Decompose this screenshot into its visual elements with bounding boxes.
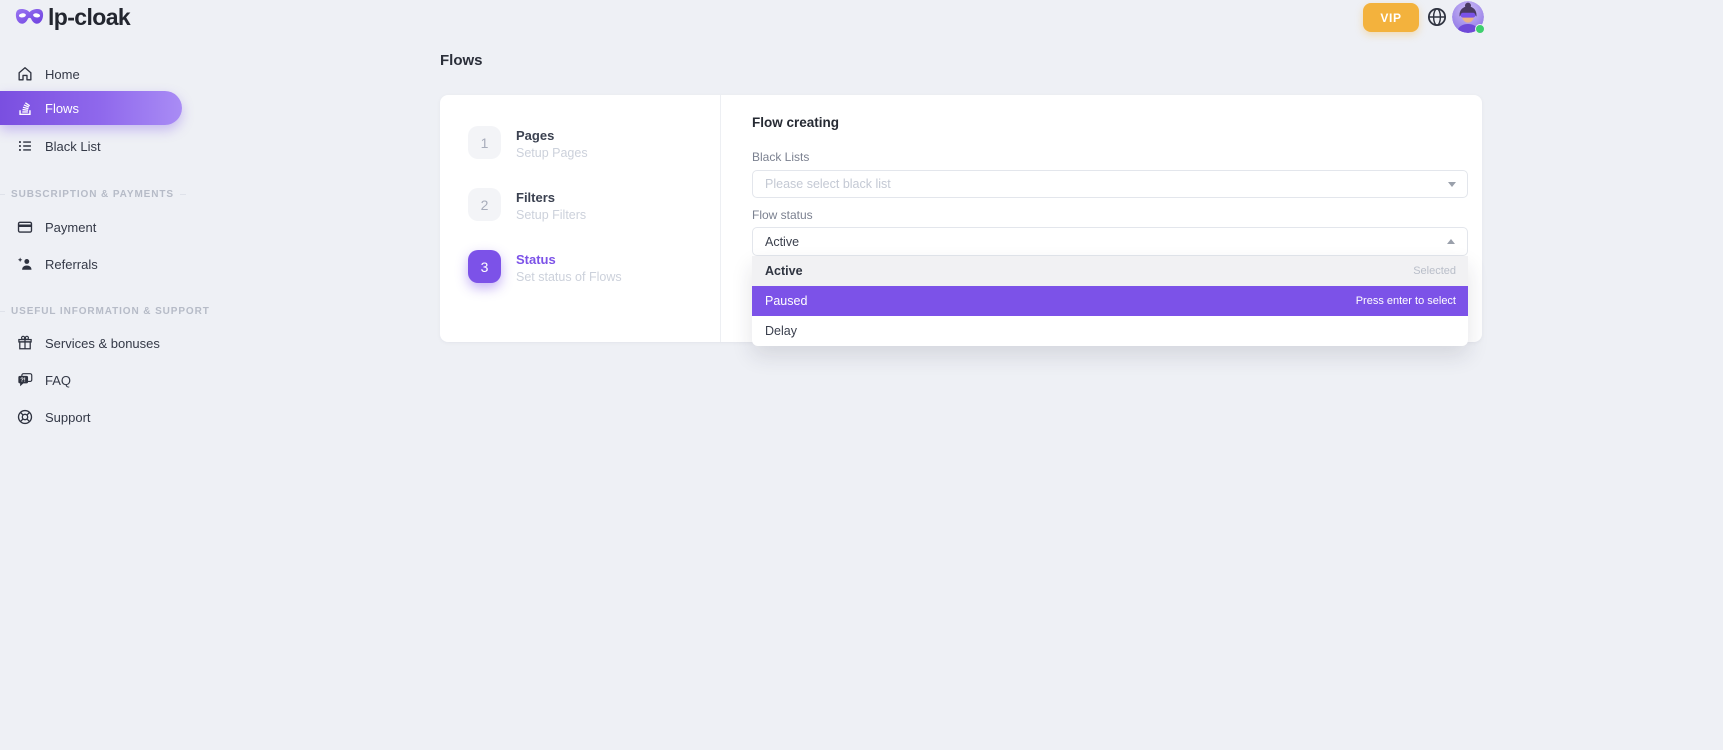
- globe-icon[interactable]: [1426, 6, 1448, 28]
- step-badge-2: 2: [468, 188, 501, 221]
- step-filters[interactable]: Filters Setup Filters: [516, 190, 586, 222]
- option-label: Paused: [765, 294, 808, 308]
- step-status[interactable]: Status Set status of Flows: [516, 252, 622, 284]
- lifebuoy-icon: [17, 409, 33, 425]
- step-title: Filters: [516, 190, 556, 205]
- faq-bubble-icon: ?!: [18, 373, 33, 387]
- sidebar-item-label: Payment: [45, 219, 97, 235]
- sidebar-item-label: FAQ: [45, 372, 72, 388]
- gift-icon: [18, 335, 32, 350]
- stack-icon: [19, 102, 31, 116]
- section-header-label: Subscription & Payments: [11, 188, 174, 200]
- black-lists-select[interactable]: [752, 170, 1468, 198]
- sidebar-item-support[interactable]: Support: [0, 401, 200, 433]
- option-label: Active: [765, 264, 803, 278]
- flow-creating-card: 1 Pages Setup Pages 2 Filters Setup Filt…: [440, 95, 1482, 346]
- section-header-label: Useful information & support: [11, 305, 210, 317]
- option-active[interactable]: Active Selected: [752, 256, 1468, 286]
- sidebar-item-referrals[interactable]: Referrals: [0, 248, 200, 280]
- step-subtitle: Setup Pages: [516, 146, 588, 160]
- step-title: Status: [516, 252, 556, 267]
- sidebar-item-payment[interactable]: Payment: [0, 211, 200, 243]
- sidebar-item-label: Home: [45, 66, 80, 82]
- sidebar-item-label: Services & bonuses: [45, 335, 160, 351]
- option-paused[interactable]: Paused Press enter to select: [752, 286, 1468, 316]
- step-title: Pages: [516, 128, 555, 143]
- app-title: lp-cloak: [48, 4, 131, 30]
- step-subtitle: Setup Filters: [516, 208, 587, 222]
- flow-status-dropdown: Active Selected Paused Press enter to se…: [752, 256, 1468, 346]
- option-hint: Press enter to select: [1355, 295, 1456, 307]
- sidebar-item-flows[interactable]: Flows: [0, 91, 182, 125]
- sidebar-section-header: Subscription & Payments: [0, 187, 186, 201]
- option-delay[interactable]: Delay: [752, 316, 1468, 346]
- sidebar-item-services-bonuses[interactable]: Services & bonuses: [0, 327, 200, 359]
- sidebar-item-label: Support: [45, 409, 91, 425]
- flow-status-value: Active: [765, 234, 800, 249]
- step-subtitle: Set status of Flows: [516, 270, 622, 284]
- step-pages[interactable]: Pages Setup Pages: [516, 128, 588, 160]
- svg-text:?!: ?!: [20, 378, 26, 384]
- list-icon: [19, 141, 31, 151]
- vip-button[interactable]: VIP: [1363, 3, 1419, 32]
- sidebar-item-faq[interactable]: ?! FAQ: [0, 364, 200, 396]
- sidebar-item-label: Flows: [45, 100, 79, 116]
- sidebar-item-home[interactable]: Home: [0, 58, 200, 90]
- card-divider: [720, 95, 721, 342]
- credit-card-icon: [17, 221, 33, 233]
- chevron-up-icon: [1447, 239, 1455, 244]
- flow-status-select[interactable]: Active: [752, 227, 1468, 256]
- form-title: Flow creating: [752, 115, 840, 130]
- referral-user-icon: [17, 257, 32, 270]
- sidebar-item-label: Black List: [45, 138, 101, 154]
- step-badge-3: 3: [468, 250, 501, 283]
- option-label: Delay: [765, 324, 797, 338]
- mask-icon: [15, 8, 44, 24]
- option-hint: Selected: [1413, 265, 1456, 277]
- online-status-dot: [1475, 24, 1485, 34]
- flow-status-label: Flow status: [752, 208, 813, 222]
- sidebar-item-label: Referrals: [45, 256, 98, 272]
- sidebar-item-black-list[interactable]: Black List: [0, 130, 200, 162]
- page-title: Flows: [440, 52, 483, 69]
- black-lists-label: Black Lists: [752, 150, 810, 164]
- sidebar-section-header: Useful information & support: [0, 304, 209, 318]
- avatar[interactable]: [1452, 1, 1485, 34]
- step-badge-1: 1: [468, 126, 501, 159]
- home-icon: [18, 67, 32, 81]
